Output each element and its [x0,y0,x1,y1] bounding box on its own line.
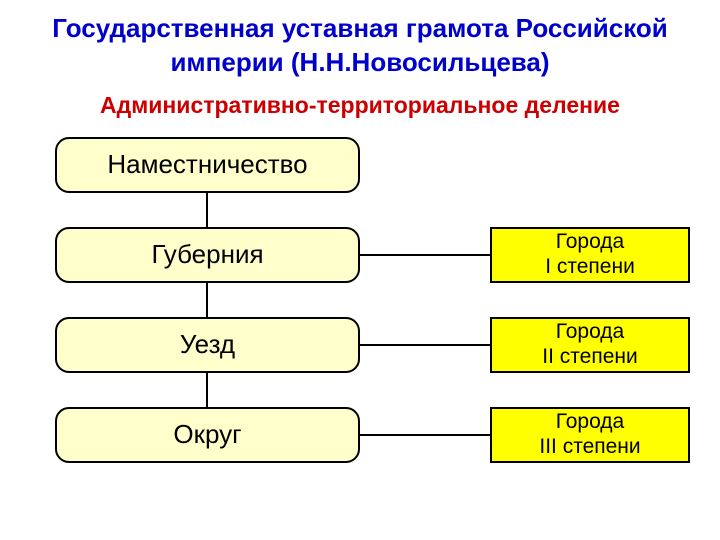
side-box-0: ГородаI степени [490,227,690,283]
title-line2: империи (Н.Н.Новосильцева) [170,47,549,77]
side-box-2: ГородаIII степени [490,407,690,463]
hierarchy-box-2: Уезд [55,317,360,373]
hierarchy-box-0: Наместничество [55,137,360,193]
v-connector-0 [206,193,208,227]
page-title: Государственная уставная грамота Российс… [0,0,720,84]
h-connector-0 [360,254,490,256]
hierarchy-diagram: Наместничество Губерния Уезд Округ ГородаI с… [0,137,720,517]
h-connector-1 [360,344,490,346]
page-subtitle: Административно-территориальное деление [0,84,720,137]
side-box-1: ГородаII степени [490,317,690,373]
v-connector-2 [206,373,208,407]
hierarchy-box-1: Губерния [55,227,360,283]
hierarchy-box-3: Округ [55,407,360,463]
title-line1: Государственная уставная грамота Российс… [52,13,668,43]
v-connector-1 [206,283,208,317]
h-connector-2 [360,434,490,436]
